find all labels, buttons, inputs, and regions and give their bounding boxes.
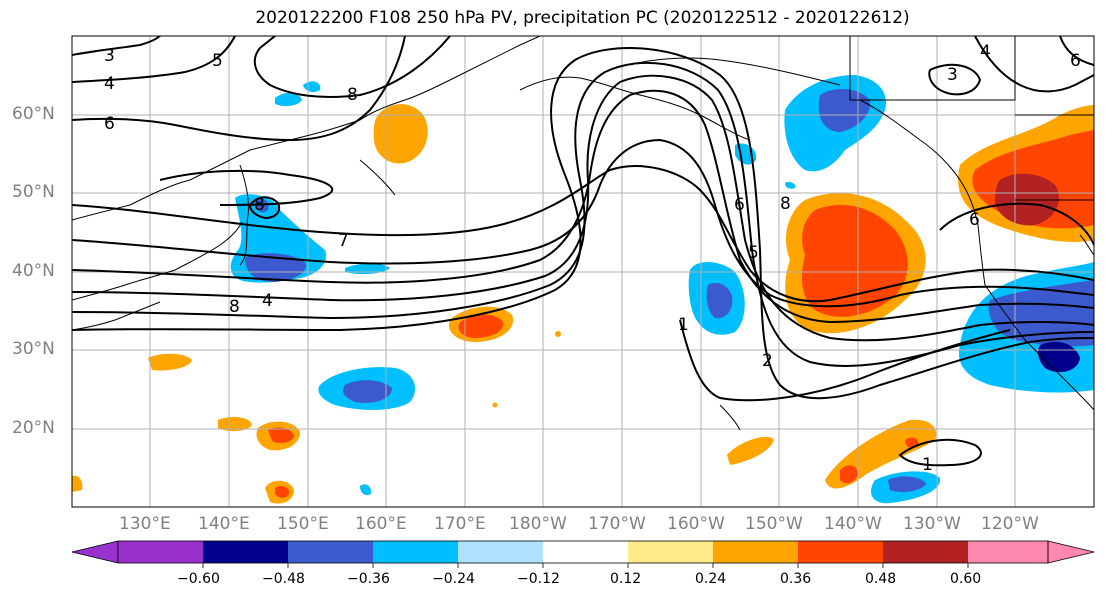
precip-blob-negative: [343, 380, 392, 403]
contour-label: 1: [678, 315, 689, 335]
colorbar-tick-label: −0.48: [262, 571, 305, 587]
lat-label: 50°N: [12, 182, 55, 202]
precip-blob-negative: [360, 484, 372, 496]
lat-label: 40°N: [12, 261, 55, 281]
lon-label: 160°W: [667, 514, 725, 534]
precip-blob-positive: [218, 417, 252, 432]
lon-label: 170°W: [588, 514, 646, 534]
contour-label: 7: [338, 231, 349, 251]
lat-label: 60°N: [12, 104, 55, 124]
lon-label: 130°E: [119, 514, 171, 534]
precip-blob-positive: [373, 104, 428, 164]
colorbar-segment: [373, 541, 458, 563]
lat-label: 30°N: [12, 339, 55, 359]
contour-label: 8: [347, 85, 358, 105]
colorbar-tick-label: 0.60: [950, 571, 982, 587]
colorbar-segment: [713, 541, 798, 563]
precip-blob-negative: [345, 263, 390, 275]
precip-blob-positive: [72, 475, 83, 492]
lon-label: 170°E: [434, 514, 486, 534]
precip-blob-positive: [555, 331, 561, 337]
contour-label: 8: [254, 195, 265, 215]
precip-blob-negative: [785, 181, 796, 189]
pv-contours: [72, 36, 1094, 467]
precip-blob-negative: [303, 81, 321, 93]
contour-label: 4: [980, 42, 991, 62]
lon-label: 120°W: [981, 514, 1039, 534]
contour-label: 6: [104, 114, 115, 134]
colorbar-frame: [117, 540, 1049, 564]
contour-label: 6: [1070, 51, 1081, 71]
colorbar-segment: [458, 541, 543, 563]
precip-shading: [72, 75, 1094, 504]
colorbar-tick-label: −0.36: [347, 571, 390, 587]
contour-label: 6: [734, 195, 745, 215]
contour-label: 4: [104, 74, 115, 94]
colorbar-segment: [798, 541, 883, 563]
colorbar-tick-label: −0.24: [432, 571, 475, 587]
lon-label: 140°E: [198, 514, 250, 534]
lon-label: 150°E: [277, 514, 329, 534]
contour-label: 6: [969, 210, 980, 230]
colorbar-tick-label: 0.36: [780, 571, 812, 587]
plot-frame: [71, 35, 1095, 508]
contour-label: 3: [947, 65, 958, 85]
precip-blob-positive: [727, 436, 774, 465]
contour-label: 5: [748, 243, 759, 263]
colorbar-tick-label: 0.24: [695, 571, 727, 587]
precip-blob-negative: [275, 92, 302, 107]
contour-label: 3: [104, 46, 115, 66]
precip-blob-negative: [245, 253, 306, 282]
lon-label: 130°W: [903, 514, 961, 534]
contour-label: 1: [922, 455, 933, 475]
contour-label: 8: [229, 297, 240, 317]
colorbar-segment: [883, 541, 968, 563]
colorbar-segment: [968, 541, 1048, 563]
contour-label: 5: [212, 51, 223, 71]
colorbar-segment: [628, 541, 713, 563]
colorbar-segment: [288, 541, 373, 563]
colorbar-tick-label: −0.60: [177, 571, 220, 587]
lon-label: 140°W: [824, 514, 882, 534]
lon-label: 160°E: [355, 514, 407, 534]
contour-label: 8: [780, 194, 791, 214]
precip-blob-positive: [458, 314, 504, 338]
lon-label: 180°W: [509, 514, 567, 534]
precip-blob-positive: [275, 486, 290, 498]
colorbar-tick-label: 0.48: [865, 571, 897, 587]
precip-blob-positive: [840, 465, 858, 484]
precip-blob-negative: [888, 476, 926, 492]
gridlines: [72, 36, 1094, 507]
lat-label: 20°N: [12, 418, 55, 438]
precip-blob-positive: [492, 402, 498, 408]
precip-blob-negative: [706, 282, 733, 319]
colorbar: [71, 540, 1095, 568]
lon-label: 150°W: [745, 514, 803, 534]
colorbar-tick-label: 0.12: [610, 571, 642, 587]
contour-label: 4: [262, 291, 273, 311]
colorbar-extend-high: [1047, 540, 1095, 564]
contour-label: 2: [762, 351, 773, 371]
precip-blob-negative: [1037, 341, 1080, 373]
contour-labels: 3 4 6 5 8 8 7 8 4 6 8 5 1 2 6 3 4 6 1: [104, 42, 1081, 475]
precip-blob-positive: [268, 427, 294, 444]
colorbar-segment: [203, 541, 288, 563]
colorbar-segment: [543, 541, 628, 563]
map-title: 2020122200 F108 250 hPa PV, precipitatio…: [255, 8, 910, 28]
colorbar-extend-low: [71, 540, 119, 564]
precip-blob-positive: [148, 353, 192, 371]
colorbar-tick-label: −0.12: [517, 571, 560, 587]
colorbar-segment: [118, 541, 203, 563]
